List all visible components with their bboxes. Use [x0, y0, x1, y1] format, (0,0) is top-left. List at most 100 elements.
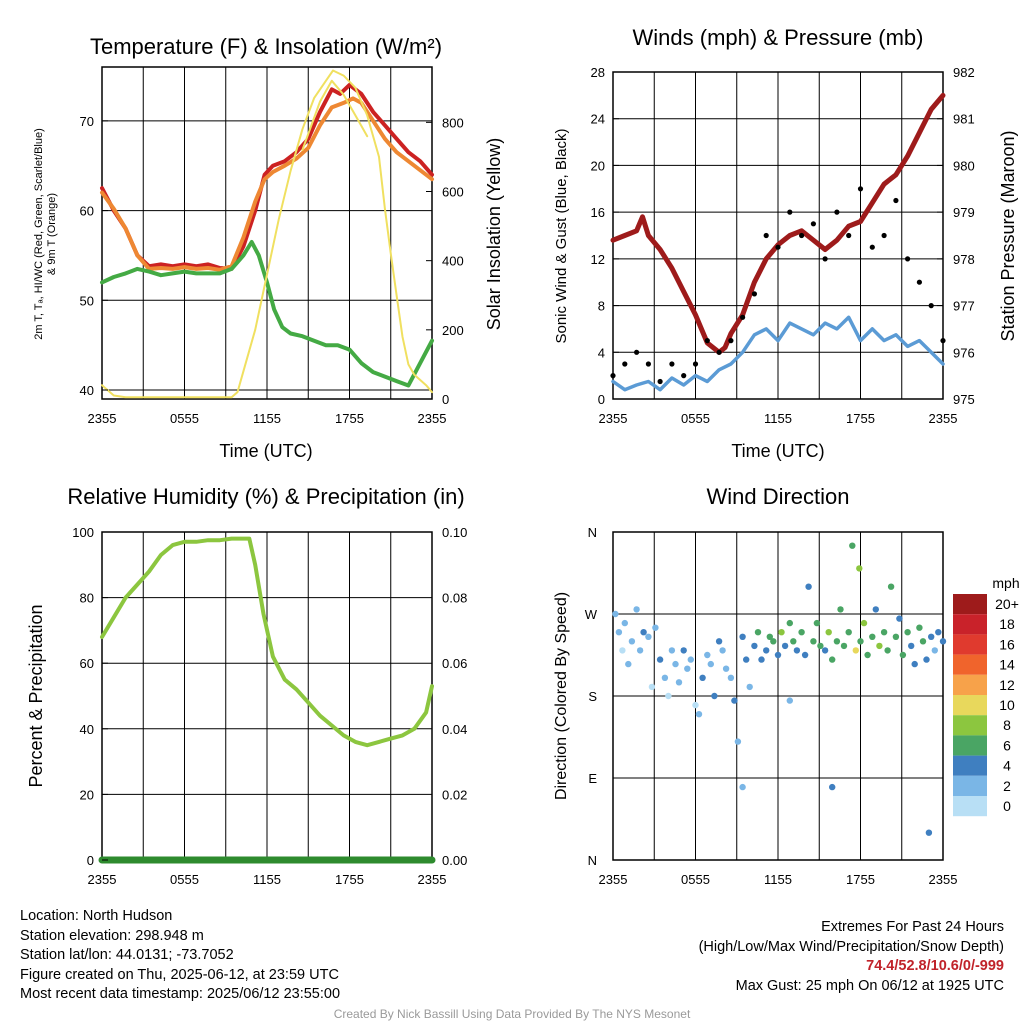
gust-point [622, 361, 628, 367]
legend-swatch [953, 715, 987, 736]
direction-title: Wind Direction [706, 484, 849, 509]
temperature-ylabel-line2: & 9m T (Orange) [46, 193, 58, 275]
winds-panel: Winds (mph) & Pressure (mb) 2355 0555 1155… [553, 25, 1018, 461]
left-tick-label: 0 [598, 392, 605, 407]
legend-swatch [953, 755, 987, 776]
direction-point [746, 683, 753, 691]
direction-point [813, 619, 821, 627]
humidity-panel: Relative Humidity (%) & Precipitation (i… [26, 484, 467, 887]
gust-point [905, 256, 911, 262]
x-tick-label: 1755 [846, 872, 875, 887]
legend-swatch [953, 775, 987, 796]
direction-point [731, 697, 738, 704]
temperature-grid [102, 67, 432, 399]
legend-swatch [953, 594, 987, 615]
direction-point [798, 629, 805, 636]
direction-point [864, 651, 871, 659]
gust-point [728, 338, 734, 344]
direction-point [925, 829, 933, 836]
left-tick-label: 60 [80, 656, 94, 671]
direction-point [739, 783, 746, 791]
direction-point [916, 624, 923, 631]
direction-point [810, 638, 817, 645]
station-latlon: Station lat/lon: 44.0131; -73.7052 [20, 947, 234, 963]
right-tick-label: 977 [953, 299, 975, 314]
direction-point [829, 783, 836, 791]
x-tick-label: 1155 [253, 872, 281, 887]
direction-point [704, 651, 711, 659]
gust-point [657, 378, 663, 385]
x-tick-label: 0555 [681, 411, 710, 426]
direction-point [817, 642, 824, 650]
direction-point [766, 633, 773, 640]
speed-legend-title: mph [992, 575, 1019, 591]
direction-point [734, 738, 742, 745]
direction-point [711, 692, 718, 700]
right-tick-label: 400 [442, 254, 464, 269]
legend-label: 16 [999, 636, 1015, 652]
legend-label: 14 [999, 657, 1015, 673]
direction-point [899, 651, 907, 659]
speed-legend: 20+ 18 16 14 12 10 8 6 4 2 0 [953, 594, 1019, 817]
direction-point [687, 656, 694, 663]
legend-swatch [953, 614, 987, 635]
x-tick-label: 2355 [929, 872, 958, 887]
left-tick-label: 40 [80, 722, 94, 737]
right-tick-label: 979 [953, 205, 975, 220]
direction-point [856, 565, 863, 572]
legend-swatch [953, 796, 987, 817]
station-location: Location: North Hudson [20, 908, 173, 924]
direction-point [840, 642, 848, 650]
x-tick-label: 1155 [764, 411, 792, 426]
direction-point [645, 633, 652, 640]
direction-tick-label: S [588, 689, 597, 704]
x-tick-label: 1155 [253, 411, 281, 426]
gust-point [704, 338, 710, 344]
direction-point [786, 697, 793, 704]
direction-point [790, 638, 797, 645]
direction-point [699, 674, 706, 681]
direction-ylabel: Direction (Colored By Speed) [553, 592, 570, 800]
station-info: Location: North Hudson Station elevation… [20, 907, 340, 1005]
direction-point [668, 647, 676, 654]
direction-point [919, 638, 927, 645]
direction-point [805, 583, 812, 590]
direction-point [845, 629, 852, 636]
left-tick-label: 8 [598, 299, 605, 314]
x-tick-label: 0555 [681, 872, 710, 887]
gust-point [940, 338, 946, 344]
direction-point [801, 651, 809, 659]
direction-point [656, 656, 664, 663]
humidity-ylabel: Percent & Precipitation [26, 604, 46, 787]
left-tick-label: 16 [591, 205, 605, 220]
direction-point [628, 638, 636, 645]
direction-point [923, 656, 930, 663]
extremes-block: Extremes For Past 24 Hours (High/Low/Max… [699, 918, 1004, 996]
gust-point [763, 232, 769, 239]
gust-point [669, 361, 675, 367]
gust-point [740, 314, 746, 320]
direction-point [833, 638, 841, 645]
winds-ylabel-left: Sonic Wind & Gust (Blue, Black) [553, 128, 570, 343]
winds-xlabel: Time (UTC) [731, 441, 824, 461]
direction-point [869, 633, 876, 640]
right-tick-label: 0.08 [442, 591, 467, 606]
direction-point [884, 647, 891, 654]
legend-swatch [953, 674, 987, 695]
gust-point [787, 209, 793, 215]
temperature-2m-line [100, 82, 434, 271]
direction-point [648, 683, 656, 691]
right-tick-label: 0.00 [442, 853, 467, 868]
direction-point [911, 660, 918, 668]
legend-swatch [953, 654, 987, 675]
right-tick-label: 0.06 [442, 656, 467, 671]
left-tick-label: 70 [80, 114, 94, 129]
x-tick-label: 2355 [88, 872, 117, 887]
direction-point [636, 647, 644, 654]
direction-point [661, 674, 669, 681]
figure-created: Figure created on Thu, 2025-06-12, at 23… [20, 966, 339, 983]
dewpoint-line [100, 240, 434, 388]
gust-point [692, 361, 699, 367]
direction-point [692, 701, 699, 709]
direction-point [781, 642, 789, 650]
